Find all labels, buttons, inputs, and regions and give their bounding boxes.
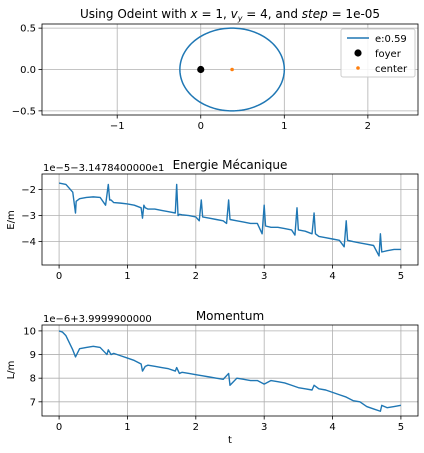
orbit-x-tick-label: 1 bbox=[281, 121, 287, 132]
legend-swatch-foyer bbox=[354, 49, 362, 57]
momentum-chart-title: Momentum bbox=[196, 309, 264, 323]
energy-y-tick-label: −3 bbox=[21, 211, 36, 222]
foyer-marker bbox=[197, 65, 205, 74]
orbit-x-tick-label: −1 bbox=[110, 121, 125, 132]
momentum-panel: Momentum 1e−6+3.9999900000 L/m t 0 1 2 3 4 5 7… bbox=[6, 309, 419, 446]
energy-panel: Energie Mécanique 1e−5−3.1478400000e1 E/… bbox=[6, 158, 419, 282]
momentum-y-tick-label: 9 bbox=[30, 350, 36, 361]
energy-plot-area: 0 1 2 3 4 5 −4 −3 −2 bbox=[21, 173, 419, 282]
momentum-y-tick-label: 8 bbox=[30, 374, 36, 385]
momentum-plot-area: 0 1 2 3 4 5 7 8 9 10 bbox=[23, 324, 419, 433]
orbit-chart-title: Using Odeint with x = 1, vy = 4, and ste… bbox=[80, 7, 380, 23]
orbit-y-tick-label: 0.5 bbox=[20, 24, 36, 35]
legend-frame bbox=[340, 28, 416, 78]
energy-y-tick-label: −2 bbox=[21, 185, 36, 196]
momentum-x-tick-label: 2 bbox=[193, 422, 199, 433]
orbit-series-line bbox=[179, 27, 286, 112]
center-marker bbox=[230, 67, 234, 72]
orbit-axes-frame bbox=[41, 23, 419, 116]
legend-label-orbit: e:0.59 bbox=[375, 34, 407, 45]
energy-y-axis-label: E/m bbox=[6, 210, 17, 229]
energy-x-tick-label: 4 bbox=[329, 271, 335, 282]
momentum-axes-frame bbox=[41, 324, 419, 417]
momentum-x-tick-label: 5 bbox=[398, 422, 404, 433]
momentum-x-tick-label: 1 bbox=[124, 422, 130, 433]
momentum-x-tick-label: 3 bbox=[261, 422, 267, 433]
orbit-panel: Using Odeint with x = 1, vy = 4, and ste… bbox=[12, 7, 419, 132]
orbit-y-tick-label: 0.0 bbox=[20, 65, 36, 76]
orbit-plot-area: −1 0 1 2 −0.5 0.0 0.5 bbox=[12, 23, 419, 132]
momentum-x-axis-label: t bbox=[228, 435, 232, 446]
energy-x-tick-label: 1 bbox=[124, 271, 130, 282]
energy-axes-frame bbox=[41, 173, 419, 266]
orbit-x-tick-label: 2 bbox=[365, 121, 371, 132]
energy-x-tick-label: 5 bbox=[398, 271, 404, 282]
energy-offset-label: 1e−5−3.1478400000e1 bbox=[43, 163, 164, 174]
legend-swatch-center bbox=[356, 66, 360, 70]
momentum-x-tick-label: 0 bbox=[56, 422, 62, 433]
momentum-y-tick-label: 10 bbox=[23, 326, 36, 337]
energy-x-tick-label: 0 bbox=[56, 271, 62, 282]
momentum-y-axis-label: L/m bbox=[6, 361, 17, 380]
momentum-y-tick-label: 7 bbox=[30, 397, 36, 408]
legend-label-foyer: foyer bbox=[375, 49, 402, 60]
energy-series-line bbox=[58, 182, 401, 257]
orbit-x-tick-label: 0 bbox=[198, 121, 204, 132]
energy-chart-title: Energie Mécanique bbox=[173, 158, 288, 172]
energy-y-tick-label: −4 bbox=[21, 237, 36, 248]
legend-label-center: center bbox=[375, 64, 408, 75]
orbit-y-tick-label: −0.5 bbox=[12, 106, 36, 117]
momentum-series-line bbox=[58, 330, 402, 412]
energy-x-tick-label: 2 bbox=[193, 271, 199, 282]
energy-x-tick-label: 3 bbox=[261, 271, 267, 282]
orbit-legend: e:0.59 foyer center bbox=[340, 28, 416, 78]
momentum-offset-label: 1e−6+3.9999900000 bbox=[43, 314, 152, 325]
momentum-x-tick-label: 4 bbox=[329, 422, 335, 433]
